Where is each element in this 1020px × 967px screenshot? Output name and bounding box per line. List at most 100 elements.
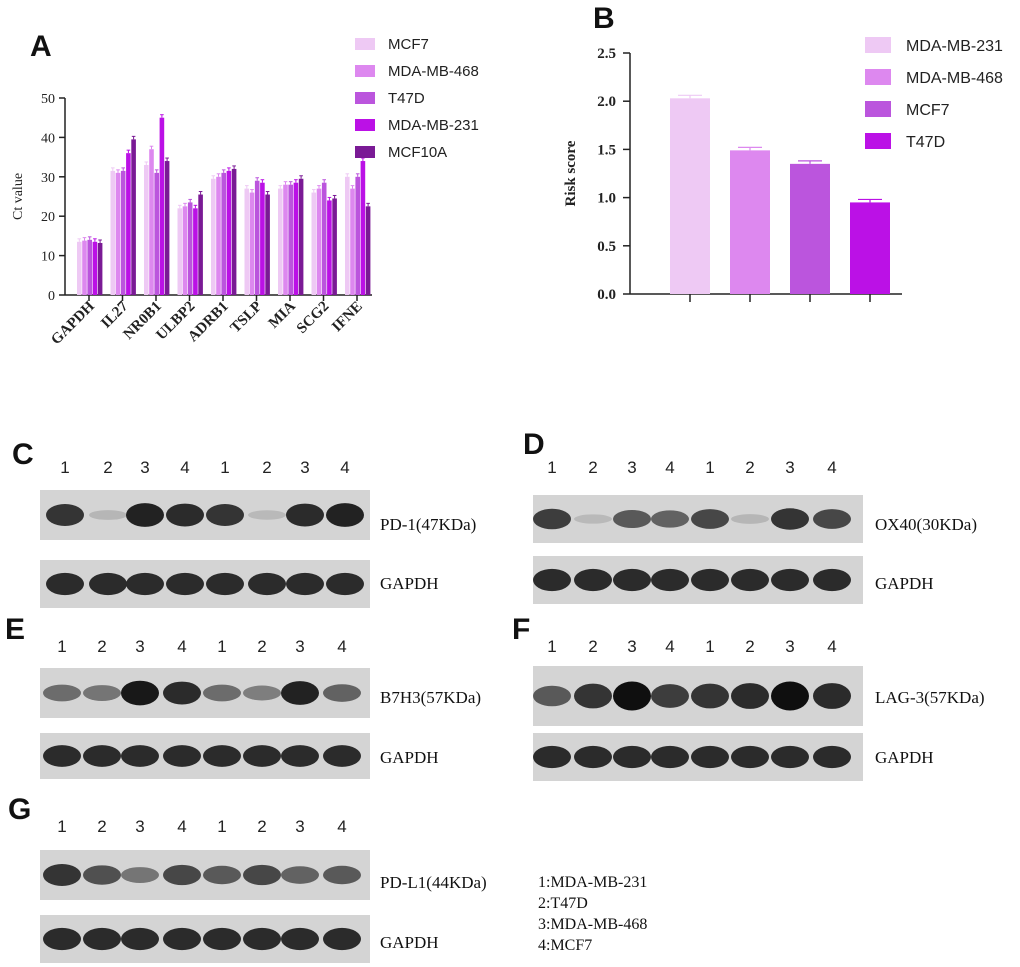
legend-swatch: [355, 65, 375, 77]
lane-number: 4: [180, 458, 190, 477]
lane-number: 4: [340, 458, 350, 477]
lane-number: 4: [665, 458, 675, 477]
y-tick-label: 0.5: [597, 239, 616, 255]
band: [771, 681, 809, 711]
bar: [316, 188, 322, 295]
panel-label-e: E: [5, 613, 26, 646]
legend-label: MDA-MB-468: [388, 63, 479, 80]
gapdh-blot-e: [40, 733, 370, 779]
y-tick-label: 10: [41, 250, 55, 265]
band: [771, 568, 809, 592]
bar: [231, 168, 237, 295]
protein-label-f: LAG-3(57KDa): [875, 688, 985, 707]
band: [574, 568, 612, 592]
lane-number: 1: [217, 637, 227, 656]
lane-number: 1: [705, 458, 715, 477]
legend-swatch: [355, 38, 375, 50]
band: [83, 927, 121, 951]
band: [574, 745, 612, 769]
protein-blot-c: [40, 490, 370, 540]
band: [533, 508, 571, 530]
gapdh-label-f: GAPDH: [875, 748, 934, 767]
band: [43, 927, 81, 951]
bar: [154, 172, 159, 295]
lane-number: 1: [60, 458, 70, 477]
y-tick-label: 1.0: [597, 191, 616, 207]
legend-swatch: [865, 133, 891, 149]
legend-label: MCF7: [906, 102, 950, 119]
legend-swatch: [355, 146, 375, 158]
band: [574, 683, 612, 709]
band: [813, 745, 851, 769]
lane-number: 2: [588, 637, 598, 656]
x-tick-label: SCG2: [294, 299, 332, 337]
bar: [283, 184, 288, 295]
bar: [82, 240, 87, 295]
lane-number: 2: [97, 637, 107, 656]
band: [243, 745, 281, 767]
legend-label: MDA-MB-231: [388, 117, 479, 134]
gapdh-label-c: GAPDH: [380, 574, 439, 593]
legend-label: MCF7: [388, 36, 429, 53]
protein-label-d: OX40(30KDa): [875, 515, 977, 534]
lane-number: 2: [588, 458, 598, 477]
lane-number: 3: [785, 637, 795, 656]
band: [691, 745, 729, 769]
band: [126, 503, 164, 527]
x-tick-label: TSLP: [227, 299, 265, 337]
bar: [850, 202, 890, 294]
y-axis-label: Risk score: [563, 140, 579, 206]
band: [206, 504, 244, 526]
bar: [110, 170, 116, 295]
band: [203, 927, 241, 951]
band: [613, 681, 651, 711]
legend-swatch: [865, 101, 891, 117]
band: [281, 927, 319, 951]
lane-number: 3: [135, 817, 145, 836]
band: [281, 866, 319, 884]
band: [613, 509, 651, 529]
band: [323, 684, 361, 702]
legend-label: T47D: [906, 134, 945, 151]
y-tick-label: 50: [41, 92, 55, 107]
lane-number: 3: [295, 637, 305, 656]
bar: [198, 194, 203, 295]
protein-label-g: PD-L1(44KDa): [380, 873, 487, 892]
y-tick-label: 20: [41, 210, 55, 225]
lane-number: 1: [220, 458, 230, 477]
band: [323, 865, 361, 885]
band: [731, 514, 769, 524]
band: [533, 685, 571, 707]
bar: [126, 153, 131, 295]
band: [326, 572, 364, 596]
band: [286, 503, 324, 527]
gapdh-label-g: GAPDH: [380, 933, 439, 952]
key-item-1: 1:MDA-MB-231: [538, 874, 648, 891]
x-tick-label: IFNE: [329, 299, 366, 336]
panel-label-d: D: [523, 428, 545, 461]
protein-blot-e: [40, 668, 370, 718]
band: [89, 510, 127, 520]
band: [533, 568, 571, 592]
band: [43, 745, 81, 767]
band: [89, 572, 127, 596]
bar: [345, 176, 350, 295]
lane-number: 3: [140, 458, 150, 477]
band: [326, 503, 364, 527]
panel-label-f: F: [512, 613, 531, 646]
lane-number: 2: [103, 458, 113, 477]
lane-number: 2: [745, 458, 755, 477]
protein-label-e: B7H3(57KDa): [380, 688, 482, 707]
bar: [211, 178, 216, 295]
band: [83, 685, 121, 701]
band: [651, 510, 689, 528]
legend-label: MCF10A: [388, 144, 447, 161]
lane-number: 3: [627, 458, 637, 477]
lane-number: 4: [337, 637, 347, 656]
gapdh-label-d: GAPDH: [875, 574, 934, 593]
lane-number: 4: [827, 458, 837, 477]
y-tick-label: 0.0: [597, 287, 616, 303]
bar: [260, 182, 265, 295]
key-item-4: 4:MCF7: [538, 937, 593, 954]
